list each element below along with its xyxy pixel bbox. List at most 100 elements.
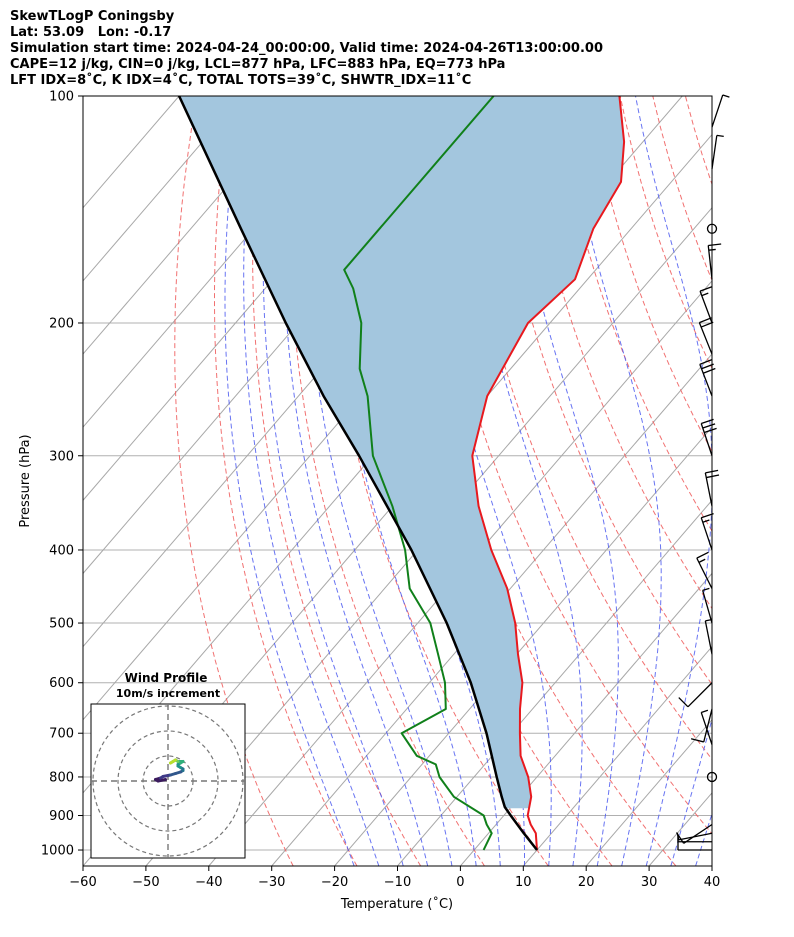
dry-adiabat-line: [554, 96, 712, 532]
wind-barb-flag: [701, 292, 709, 297]
dry-adiabat-line: [652, 96, 712, 282]
wind-barb-staff: [700, 517, 713, 551]
x-tick-label: 40: [704, 875, 721, 890]
wind-barb-staff: [702, 590, 713, 624]
wind-barb-staff: [699, 364, 713, 397]
x-tick-label: −10: [384, 875, 411, 890]
wind-barb: [704, 618, 713, 655]
simulation-times: Simulation start time: 2024-04-24_00:00:…: [10, 41, 603, 56]
dry-adiabat-line: [751, 96, 794, 866]
wind-barb-flag: [690, 738, 704, 743]
y-axis-label: Pressure (hPa): [18, 434, 33, 527]
temperature-profile-line: [471, 96, 626, 851]
wind-barb-staff: [699, 290, 713, 324]
isotherm-line: [208, 280, 712, 866]
wind-barb-staff: [704, 472, 713, 507]
y-tick-label: 300: [49, 449, 74, 464]
dry-adiabat-line: [783, 96, 794, 866]
isotherm-line: [334, 426, 712, 866]
moist-adiabat-line: [329, 96, 477, 866]
isotherm-line: [522, 645, 712, 866]
moist-adiabat-line: [224, 96, 355, 866]
wind-barb-flag: [702, 587, 710, 591]
isotherm-line: [145, 206, 712, 866]
wind-barb-staff: [711, 94, 724, 128]
dry-adiabat-line: [288, 96, 485, 866]
wind-barb-staff: [687, 682, 713, 708]
hodograph-inset: Wind Profile 10m/s increment: [90, 671, 246, 859]
wind-barb-flag: [696, 551, 709, 559]
x-tick-label: −60: [69, 875, 96, 890]
moist-adiabat-line: [504, 96, 619, 866]
dry-adiabat-line: [522, 96, 712, 610]
wind-barb-staff: [696, 557, 713, 589]
wind-barb-staff: [698, 322, 713, 355]
wind-barb-flag: [678, 697, 689, 708]
hodograph-plot: [91, 704, 245, 858]
wind-barb-flag: [716, 134, 724, 138]
isotherm-line: [271, 353, 712, 866]
wind-barb: [711, 134, 724, 170]
wind-barb-flag: [675, 832, 685, 844]
wind-barb: [700, 418, 717, 456]
wind-barb: [696, 551, 713, 589]
moist-adiabat-line: [720, 96, 794, 866]
hodograph-ring: [117, 730, 219, 832]
isotherm-line: [585, 718, 712, 866]
isotherm-line: [775, 96, 794, 866]
wind-barb: [699, 285, 713, 324]
isotherm-line: [83, 96, 243, 282]
hodograph-title: Wind Profile: [125, 671, 208, 685]
moist-adiabat-line: [635, 96, 712, 866]
wind-barb-flag: [700, 321, 714, 328]
dry-adiabat-line: [174, 96, 294, 866]
wind-barb: [700, 512, 714, 551]
isotherm-line: [648, 792, 712, 866]
x-tick-label: 0: [456, 875, 464, 890]
dry-adiabat-line: [214, 96, 358, 866]
calm-wind-circle: [706, 771, 718, 783]
y-tick-label: 600: [49, 676, 74, 691]
wind-barb: [711, 94, 730, 128]
moist-adiabat-line: [243, 96, 380, 866]
dry-adiabat-line: [587, 96, 712, 453]
chart-series: [177, 96, 626, 851]
wind-barb-staff: [703, 708, 713, 743]
wind-barb: [702, 587, 713, 624]
wind-barb-staff: [683, 823, 713, 844]
x-axis-label: Temperature (˚C): [340, 896, 453, 912]
cape-area: [179, 96, 625, 809]
isotherm-line: [711, 865, 712, 866]
wind-barb-staff: [711, 135, 718, 170]
moist-adiabat-line: [262, 96, 404, 866]
dry-adiabat-line: [718, 96, 794, 866]
wind-barb: [698, 317, 714, 355]
wind-barb-flag: [708, 248, 716, 251]
dry-adiabat-line: [489, 96, 712, 686]
stability-indices: CAPE=12 j/kg, CIN=0 j/kg, LCL=877 hPa, L…: [10, 57, 506, 72]
wind-barb: [678, 682, 713, 708]
wind-barb-flag: [708, 243, 722, 247]
temperature-indices: LFT IDX=8˚C, K IDX=4˚C, TOTAL TOTS=39˚C,…: [10, 73, 472, 88]
y-tick-label: 400: [49, 543, 74, 558]
y-tick-label: 800: [49, 770, 74, 785]
y-tick-label: 500: [49, 617, 74, 632]
wind-barb: [707, 243, 722, 280]
wind-barb-staff: [700, 423, 713, 456]
station-title: SkewTLogP Coningsby: [10, 9, 175, 24]
wind-barb-staff: [678, 832, 713, 841]
wind-barb-flag: [701, 709, 709, 714]
wind-barb-flag: [702, 423, 716, 429]
y-tick-label: 900: [49, 809, 74, 824]
hodograph-trace: [169, 758, 177, 765]
wind-barbs: [675, 94, 730, 851]
hodograph-subtitle: 10m/s increment: [116, 687, 220, 700]
wind-barb-flag: [699, 359, 713, 365]
x-tick-label: 20: [578, 875, 595, 890]
wind-barb-flag: [705, 469, 719, 474]
wind-barb-staff: [707, 245, 713, 280]
dewpoint-profile-line: [343, 96, 495, 851]
wind-barb-flag: [722, 94, 730, 98]
wind-barb-flag: [702, 519, 710, 523]
moist-adiabat-line: [695, 812, 712, 866]
